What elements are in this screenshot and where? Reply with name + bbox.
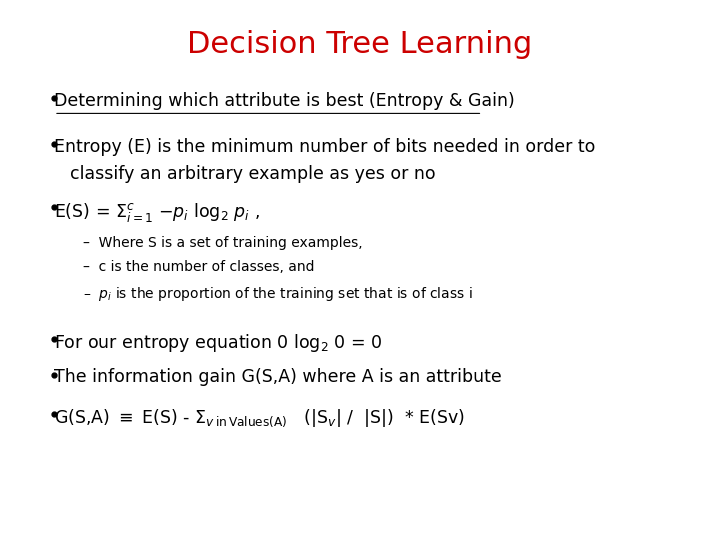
- Text: Decision Tree Learning: Decision Tree Learning: [187, 30, 533, 59]
- Text: For our entropy equation 0 log$_2$ 0 = 0: For our entropy equation 0 log$_2$ 0 = 0: [54, 332, 382, 354]
- Text: –  c is the number of classes, and: – c is the number of classes, and: [83, 260, 315, 274]
- Text: –  Where S is a set of training examples,: – Where S is a set of training examples,: [83, 236, 362, 250]
- Text: classify an arbitrary example as yes or no: classify an arbitrary example as yes or …: [70, 165, 436, 183]
- Text: –  $p_i$ is the proportion of the training set that is of class i: – $p_i$ is the proportion of the trainin…: [83, 285, 472, 303]
- Text: E(S) = $\Sigma^c_{i=1}$ $-p_i$ log$_2$ $p_i$ ,: E(S) = $\Sigma^c_{i=1}$ $-p_i$ log$_2$ $…: [54, 201, 260, 224]
- Text: The information gain G(S,A) where A is an attribute: The information gain G(S,A) where A is a…: [54, 368, 502, 386]
- Text: Entropy (E) is the minimum number of bits needed in order to: Entropy (E) is the minimum number of bit…: [54, 138, 595, 156]
- Text: G(S,A) $\equiv$ E(S) - $\Sigma_{v\,\mathrm{in\,Values(A)}}$   (|S$_v$| /  |S|)  : G(S,A) $\equiv$ E(S) - $\Sigma_{v\,\math…: [54, 408, 464, 429]
- Text: Determining which attribute is best (Entropy & Gain): Determining which attribute is best (Ent…: [54, 92, 515, 110]
